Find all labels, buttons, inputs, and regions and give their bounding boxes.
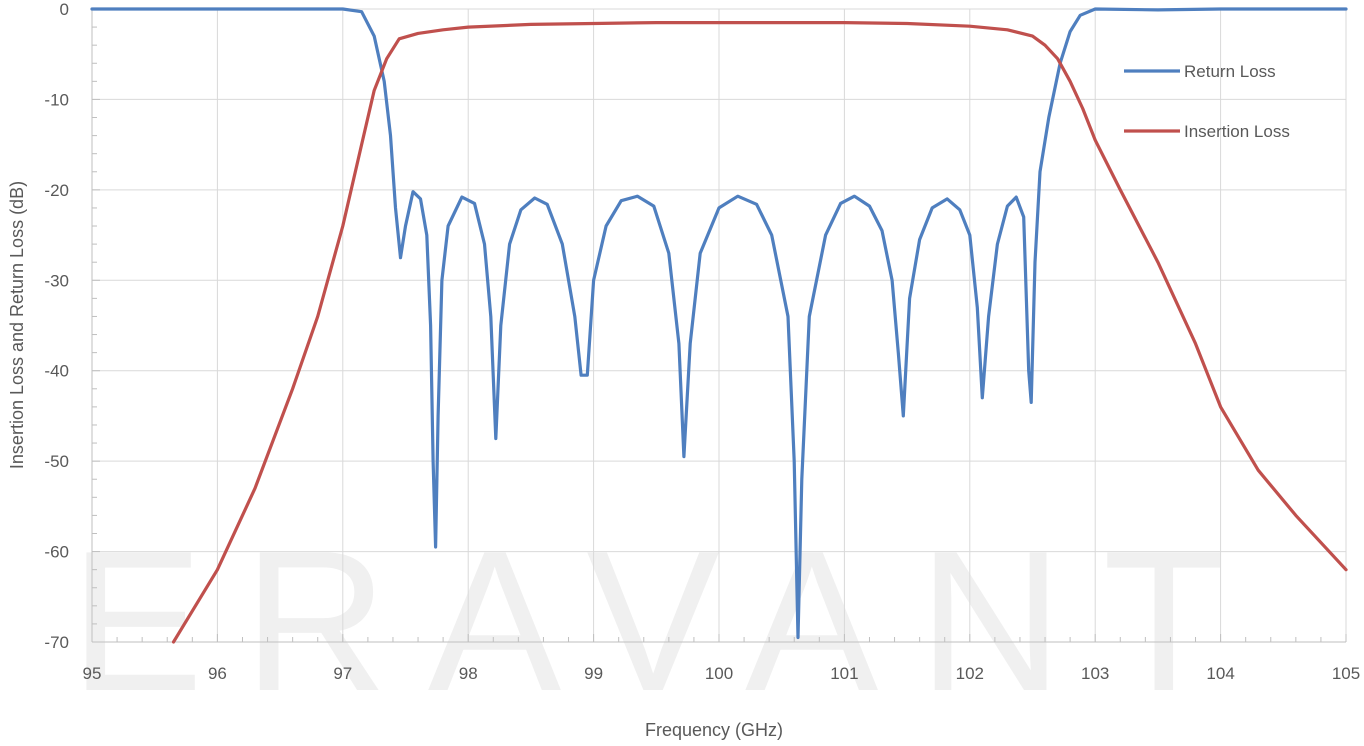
x-tick-label: 97 <box>333 664 352 683</box>
y-tick-label: -40 <box>44 362 69 381</box>
x-tick-label: 95 <box>83 664 102 683</box>
y-tick-label: -60 <box>44 543 69 562</box>
x-tick-label: 104 <box>1206 664 1234 683</box>
insertion-loss-line <box>171 21 1348 644</box>
watermark-text: ERAVANT <box>70 510 1265 733</box>
x-tick-label: 101 <box>830 664 858 683</box>
x-tick-label: 103 <box>1081 664 1109 683</box>
return-loss-line <box>90 7 1348 640</box>
legend: Return Loss Insertion Loss <box>1124 62 1290 141</box>
x-axis-title: Frequency (GHz) <box>645 720 783 740</box>
y-axis-title: Insertion Loss and Return Loss (dB) <box>7 181 27 469</box>
x-tick-label: 105 <box>1332 664 1360 683</box>
x-tick-label: 102 <box>956 664 984 683</box>
y-tick-label: 0 <box>60 0 69 19</box>
axes: 95 96 97 98 99 100 101 102 103 104 105 0 -10 -20 -30 -4… <box>44 0 1360 683</box>
y-tick-label: -10 <box>44 90 69 109</box>
y-tick-label: -30 <box>44 271 69 290</box>
x-tick-label: 98 <box>459 664 478 683</box>
x-tick-label: 99 <box>584 664 603 683</box>
x-tick-label: 100 <box>705 664 733 683</box>
legend-label-return-loss: Return Loss <box>1184 62 1276 81</box>
y-tick-label: -70 <box>44 633 69 652</box>
y-tick-label: -20 <box>44 181 69 200</box>
legend-label-insertion-loss: Insertion Loss <box>1184 122 1290 141</box>
y-tick-label: -50 <box>44 452 69 471</box>
x-tick-label: 96 <box>208 664 227 683</box>
series-lines <box>90 7 1348 644</box>
